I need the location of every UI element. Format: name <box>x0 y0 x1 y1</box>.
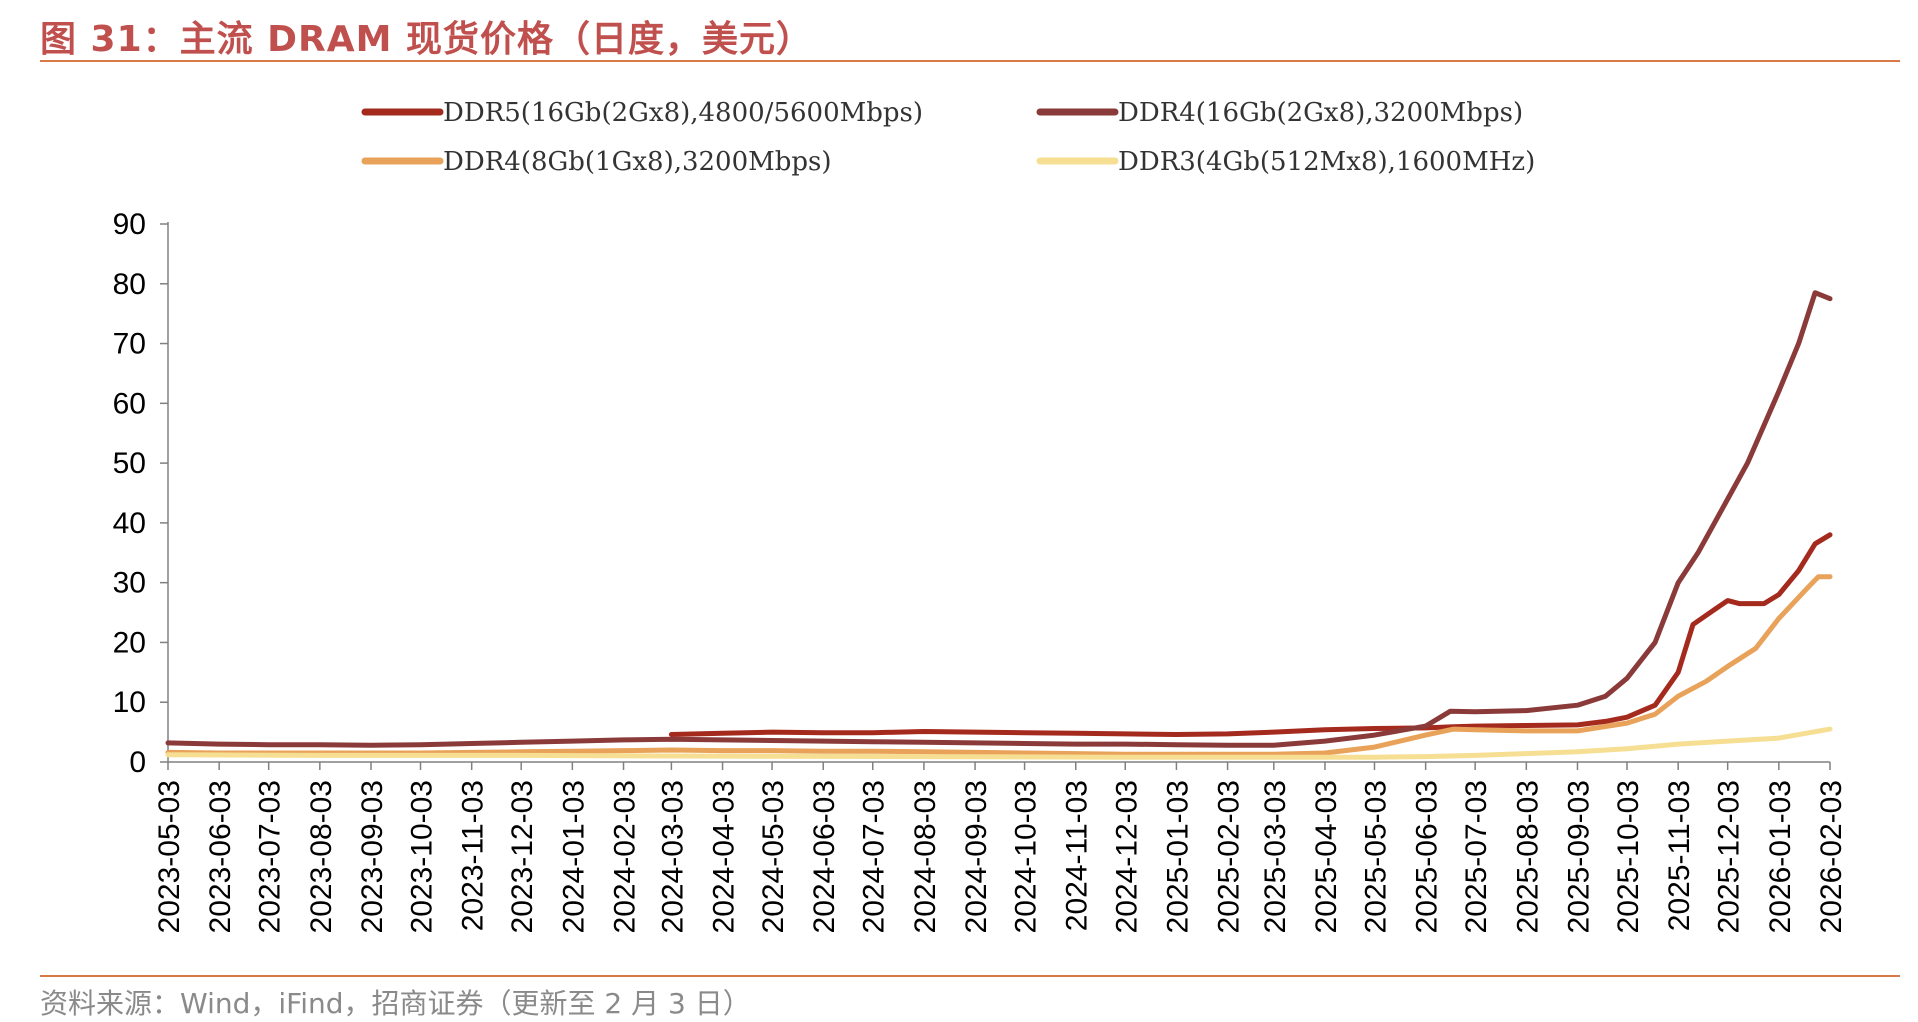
x-tick-label: 2024-03-03 <box>656 780 689 933</box>
x-tick-label: 2023-07-03 <box>254 780 287 933</box>
x-tick-label: 2024-09-03 <box>960 780 993 933</box>
legend-label-3: DDR4(8Gb(1Gx8),3200Mbps) <box>443 147 832 177</box>
legend-label-2: DDR4(16Gb(2Gx8),3200Mbps) <box>1118 98 1523 128</box>
y-tick-label: 30 <box>113 567 146 600</box>
x-tick-label: 2025-06-03 <box>1411 780 1444 933</box>
x-tick-label: 2025-07-03 <box>1460 780 1493 933</box>
y-tick-label: 10 <box>113 686 146 719</box>
source-note: 资料来源：Wind，iFind，招商证券（更新至 2 月 3 日） <box>40 987 751 1020</box>
x-tick-label: 2026-01-03 <box>1764 780 1797 933</box>
y-tick-label: 0 <box>129 746 146 779</box>
x-tick-label: 2024-05-03 <box>757 780 790 933</box>
x-tick-label: 2023-12-03 <box>506 780 539 933</box>
x-tick-label: 2026-02-03 <box>1815 780 1848 933</box>
x-tick-label: 2025-09-03 <box>1562 780 1595 933</box>
x-tick-label: 2024-07-03 <box>858 780 891 933</box>
x-tick-label: 2025-12-03 <box>1713 780 1746 933</box>
x-tick-label: 2023-10-03 <box>406 780 439 933</box>
legend-label-1: DDR5(16Gb(2Gx8),4800/5600Mbps) <box>443 98 923 128</box>
x-tick-label: 2024-12-03 <box>1110 780 1143 933</box>
series-line-2 <box>165 290 1833 748</box>
y-tick-label: 60 <box>113 387 146 420</box>
title-divider <box>40 60 1900 62</box>
line-chart: DDR5(16Gb(2Gx8),4800/5600Mbps) DDR4(16Gb(… <box>113 98 1848 933</box>
x-tick-label: 2024-08-03 <box>909 780 942 933</box>
x-tick-label: 2023-09-03 <box>356 780 389 933</box>
y-tick-label: 40 <box>113 507 146 540</box>
chart-title: 图 31：主流 DRAM 现货价格（日度，美元） <box>40 19 813 60</box>
y-tick-label: 20 <box>113 626 146 659</box>
y-tick-label: 80 <box>113 268 146 301</box>
x-tick-label: 2024-10-03 <box>1010 780 1043 933</box>
y-tick-label: 90 <box>113 208 146 241</box>
series-line-4 <box>165 726 1833 760</box>
x-tick-label: 2023-11-03 <box>457 780 490 931</box>
chart-series <box>165 290 1833 760</box>
series-line-3 <box>165 574 1833 757</box>
x-tick-label: 2023-05-03 <box>153 780 186 933</box>
footer-divider <box>40 975 1900 977</box>
x-tick-label: 2024-02-03 <box>609 780 642 933</box>
x-tick-label: 2025-08-03 <box>1511 780 1544 933</box>
x-tick-label: 2024-04-03 <box>708 780 741 933</box>
x-tick-label: 2024-06-03 <box>808 780 841 933</box>
x-tick-label: 2025-01-03 <box>1161 780 1194 933</box>
chart-legend: DDR5(16Gb(2Gx8),4800/5600Mbps) DDR4(16Gb(… <box>361 98 1535 177</box>
x-tick-label: 2023-06-03 <box>204 780 237 933</box>
chart-axes: 0 10 20 30 40 50 60 70 80 90 2023-05-03 2023-06-03 2… <box>113 208 1848 933</box>
x-tick-label: 2025-05-03 <box>1359 780 1392 933</box>
x-tick-label: 2025-10-03 <box>1612 780 1645 933</box>
x-tick-label: 2024-11-03 <box>1061 780 1094 931</box>
x-tick-label: 2023-08-03 <box>305 780 338 933</box>
x-tick-label: 2025-02-03 <box>1213 780 1246 933</box>
x-tick-label: 2025-04-03 <box>1310 780 1343 933</box>
x-tick-label: 2025-03-03 <box>1259 780 1292 933</box>
x-tick-label: 2025-11-03 <box>1663 780 1696 931</box>
x-tick-label: 2024-01-03 <box>557 780 590 933</box>
y-tick-label: 50 <box>113 447 146 480</box>
y-tick-label: 70 <box>113 328 146 361</box>
legend-label-4: DDR3(4Gb(512Mx8),1600MHz) <box>1118 147 1535 177</box>
